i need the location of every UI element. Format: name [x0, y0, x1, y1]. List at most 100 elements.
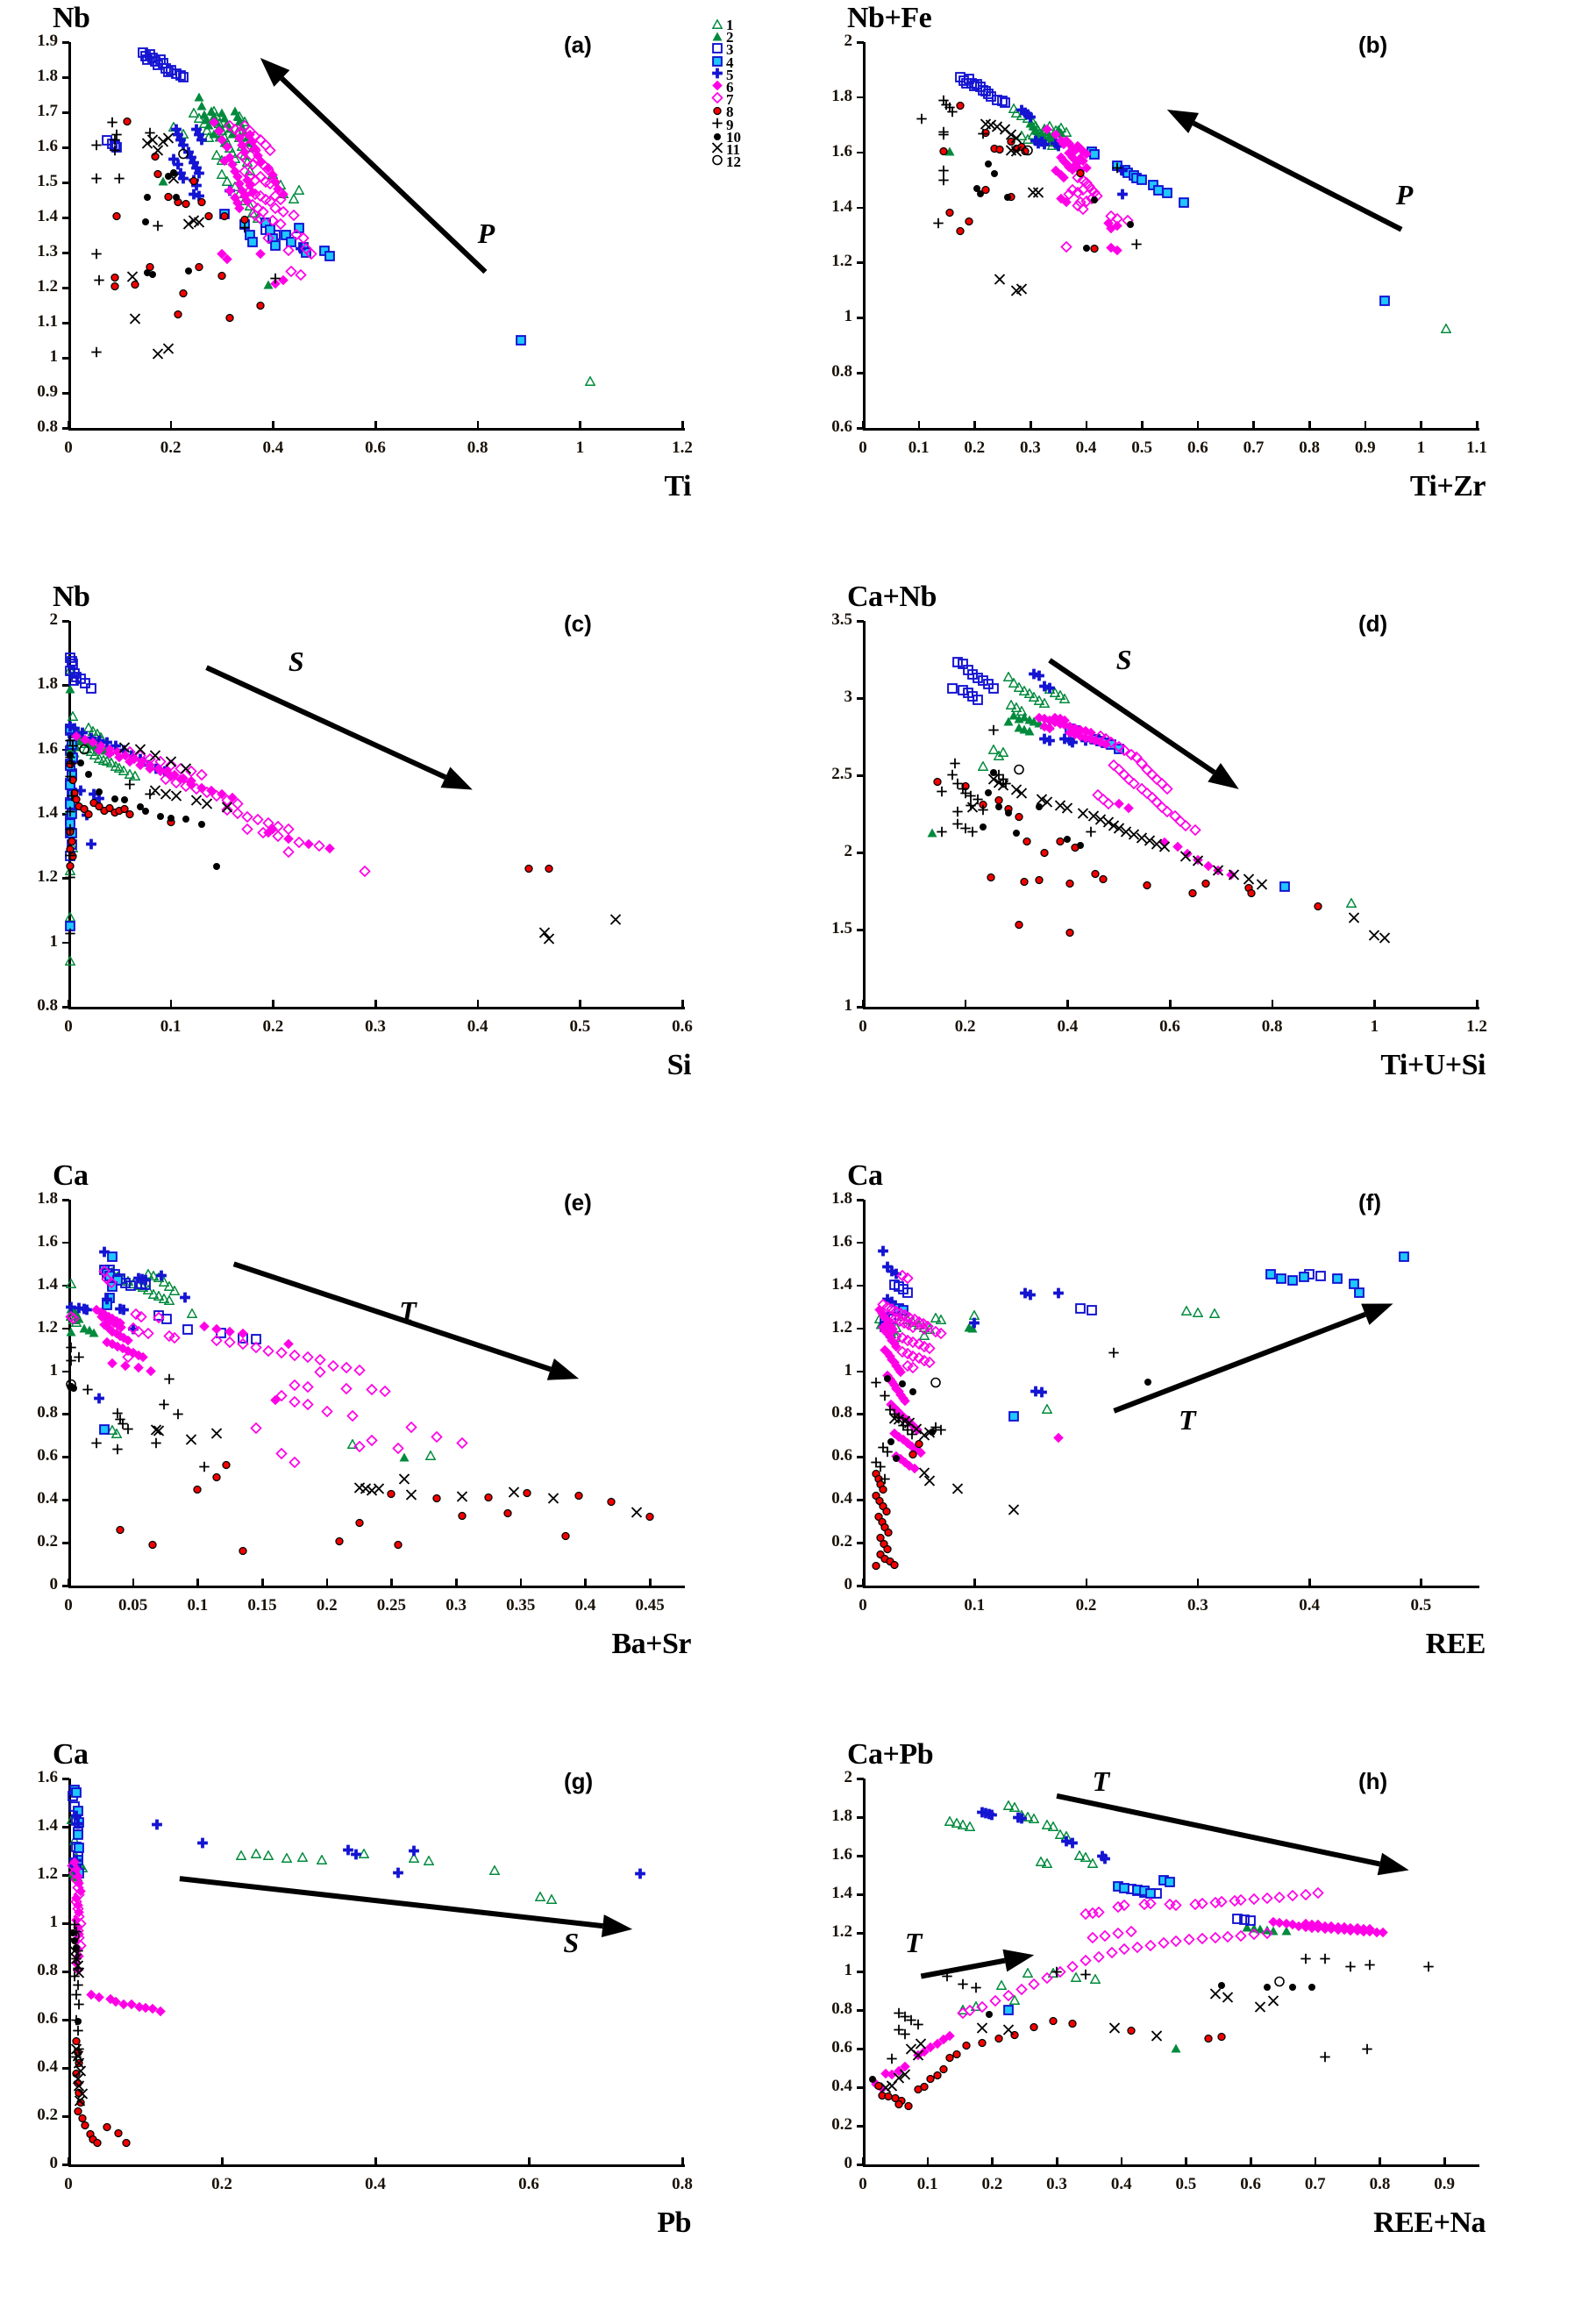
marker-circ-fill-red	[884, 1526, 894, 1542]
marker-sq-open-blue	[902, 1287, 913, 1302]
marker-dia-open-magenta	[233, 126, 246, 143]
marker-tri-open-green	[1440, 322, 1452, 338]
marker-x-black	[918, 1467, 930, 1484]
marker-sq-open-blue	[962, 687, 973, 702]
marker-tri-fill-green	[209, 127, 219, 143]
marker-dia-fill-magenta	[1085, 727, 1096, 743]
marker-sq-open-blue	[70, 1841, 82, 1857]
marker-circ-fill-red	[240, 213, 250, 229]
x-tick-label: 0.1	[187, 1596, 209, 1615]
marker-tri-fill-green	[1034, 716, 1044, 732]
y-tick-label: 2	[49, 610, 59, 629]
marker-plus-black	[163, 1373, 175, 1389]
y-tick	[62, 1199, 69, 1201]
marker-dia-open-magenta	[75, 1917, 87, 1934]
marker-tri-open-green	[1038, 696, 1051, 712]
marker-dia-fill-magenta	[1365, 1926, 1376, 1942]
marker-sq-open-blue	[110, 1268, 120, 1284]
marker-dia-open-magenta	[456, 1436, 469, 1453]
trend-label: S	[563, 1927, 580, 1959]
y-tick	[857, 1778, 864, 1780]
marker-tri-open-green	[1005, 698, 1017, 714]
y-tick-label: 1.9	[37, 32, 58, 50]
y-tick-label: 1	[49, 1360, 59, 1379]
marker-plus-black	[930, 1422, 941, 1437]
marker-circ-fill-red	[110, 806, 119, 822]
marker-dia-open-magenta	[1260, 1892, 1273, 1908]
y-tick-label: 0.8	[831, 362, 852, 381]
marker-cross-blue	[1034, 670, 1045, 686]
marker-x-black	[1077, 807, 1089, 823]
marker-x-black	[609, 913, 622, 930]
marker-dia-fill-magenta	[119, 1360, 131, 1376]
marker-dia-fill-magenta	[105, 1993, 117, 2009]
marker-tri-open-green	[252, 211, 264, 227]
marker-cross-blue	[77, 727, 89, 743]
y-tick-label: 1.4	[831, 1274, 852, 1294]
marker-circ-fill-black	[887, 1435, 895, 1451]
x-tick	[272, 1000, 274, 1007]
marker-tri-open-green	[127, 1277, 139, 1293]
marker-circ-fill-red	[70, 787, 80, 802]
marker-dia-fill-magenta	[1066, 164, 1078, 180]
y-tick	[857, 1542, 864, 1544]
legend-label: 4	[726, 53, 734, 71]
marker-tri-open-green	[951, 1816, 963, 1832]
marker-x-black	[149, 785, 161, 802]
marker-circ-fill-red	[219, 210, 229, 225]
marker-circ-fill-red	[174, 196, 183, 211]
marker-x-black	[886, 2080, 898, 2097]
marker-tri-open-green	[193, 111, 205, 127]
marker-tri-open-green	[79, 737, 91, 752]
marker-dia-fill-magenta	[897, 1434, 909, 1450]
marker-sq-fill-cyan	[247, 236, 258, 252]
marker-plus-black	[959, 823, 971, 838]
marker-cross-blue	[143, 759, 154, 775]
y-tick-label: 1	[844, 1961, 853, 1979]
marker-x-black	[165, 756, 177, 773]
marker-dia-open-magenta	[239, 119, 251, 136]
marker-x-black	[1179, 851, 1192, 867]
marker-plus-black	[993, 769, 1004, 785]
marker-dia-fill-magenta	[278, 189, 289, 204]
marker-circ-fill-red	[1126, 2024, 1136, 2040]
marker-dia-fill-magenta	[1064, 147, 1075, 163]
y-tick	[62, 1499, 69, 1501]
marker-dia-open-magenta	[885, 1310, 897, 1327]
marker-sq-fill-cyan	[1148, 179, 1158, 195]
marker-tri-open-green	[1022, 111, 1034, 127]
marker-x-black	[160, 788, 172, 804]
y-tick-label: 0	[49, 2154, 59, 2172]
marker-tri-open-green	[534, 1890, 546, 1906]
marker-dia-fill-magenta	[1280, 1918, 1292, 1934]
marker-tri-fill-green	[263, 278, 274, 294]
marker-dia-fill-magenta	[895, 1408, 907, 1424]
marker-x-black	[162, 132, 175, 149]
marker-circ-fill-red	[1244, 881, 1254, 897]
marker-circ-fill-black	[212, 859, 221, 875]
marker-tri-open-green	[1050, 129, 1061, 145]
marker-dia-fill-magenta	[234, 203, 246, 218]
marker-plus-black	[66, 758, 77, 773]
y-tick	[62, 2067, 69, 2070]
marker-circ-fill-red	[951, 2048, 961, 2064]
marker-plus-black	[871, 1457, 882, 1472]
marker-circ-open-black	[930, 1377, 941, 1393]
marker-dia-open-magenta	[241, 154, 253, 171]
marker-x-black	[398, 1473, 410, 1490]
x-tick-label: 0.5	[1131, 438, 1153, 457]
marker-plus-black	[1080, 1969, 1092, 1985]
marker-sq-fill-cyan	[1106, 738, 1116, 754]
y-tick	[62, 1456, 69, 1458]
marker-dia-fill-magenta	[876, 1308, 887, 1323]
marker-dia-fill-magenta	[885, 1399, 896, 1415]
marker-sq-fill-cyan	[1130, 172, 1142, 188]
marker-dia-fill-magenta	[122, 1335, 133, 1351]
marker-dia-open-magenta	[899, 1309, 912, 1325]
marker-dia-fill-magenta	[882, 1328, 894, 1344]
y-tick	[62, 813, 69, 816]
marker-dia-open-magenta	[275, 1347, 288, 1363]
x-tick-label: 0.4	[1075, 438, 1097, 457]
marker-dia-fill-magenta	[270, 278, 281, 294]
marker-dia-fill-magenta	[901, 1415, 913, 1430]
